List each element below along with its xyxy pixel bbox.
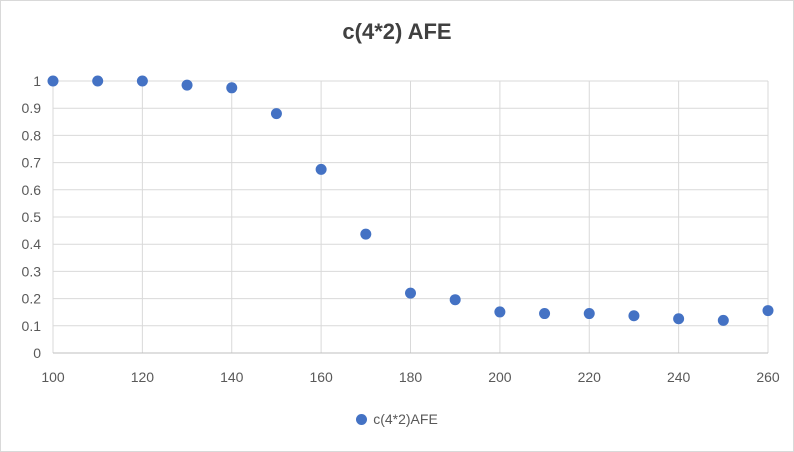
- x-tick-label: 140: [220, 369, 244, 385]
- data-point: [47, 75, 59, 87]
- x-tick-label: 180: [399, 369, 423, 385]
- x-tick-label: 120: [131, 369, 155, 385]
- data-point: [270, 108, 282, 120]
- x-tick-label: 260: [756, 369, 780, 385]
- data-point: [494, 306, 506, 318]
- y-tick-label: 0.4: [22, 236, 42, 252]
- y-tick-label: 0.2: [22, 291, 42, 307]
- x-tick-label: 160: [309, 369, 333, 385]
- data-point: [315, 163, 327, 175]
- data-points: [47, 75, 774, 326]
- data-point: [181, 79, 193, 91]
- y-tick-label: 0.5: [22, 209, 42, 225]
- data-point: [449, 294, 461, 306]
- data-point: [583, 308, 595, 320]
- data-point: [628, 310, 640, 322]
- y-tick-label: 0.7: [22, 155, 42, 171]
- x-tick-label: 100: [41, 369, 65, 385]
- x-tick-label: 240: [667, 369, 691, 385]
- data-point: [360, 228, 372, 240]
- x-tick-label: 220: [578, 369, 602, 385]
- legend-label: c(4*2)AFE: [373, 411, 438, 427]
- y-tick-label: 0.1: [22, 318, 42, 334]
- y-tick-label: 1: [33, 73, 41, 89]
- x-tick-labels: 100 120 140 160 180 200 220 240 260: [41, 369, 780, 385]
- chart-title: c(4*2) AFE: [342, 19, 452, 44]
- data-point: [762, 305, 774, 317]
- y-tick-label: 0.8: [22, 127, 42, 143]
- data-point: [226, 82, 238, 94]
- y-tick-label: 0.9: [22, 100, 42, 116]
- data-point: [405, 287, 416, 299]
- data-point: [539, 308, 551, 320]
- data-point: [673, 313, 685, 325]
- data-point: [717, 314, 729, 326]
- y-tick-label: 0: [33, 345, 41, 361]
- legend: c(4*2)AFE: [1, 411, 793, 427]
- y-tick-label: 0.6: [22, 182, 42, 198]
- data-point: [92, 75, 104, 87]
- y-tick-labels: 0 0.1 0.2 0.3 0.4 0.5 0.6 0.7 0.8 0.9 1: [22, 73, 42, 361]
- y-tick-label: 0.3: [22, 263, 42, 279]
- data-point: [136, 75, 148, 87]
- legend-marker: [356, 414, 368, 425]
- x-tick-label: 200: [488, 369, 512, 385]
